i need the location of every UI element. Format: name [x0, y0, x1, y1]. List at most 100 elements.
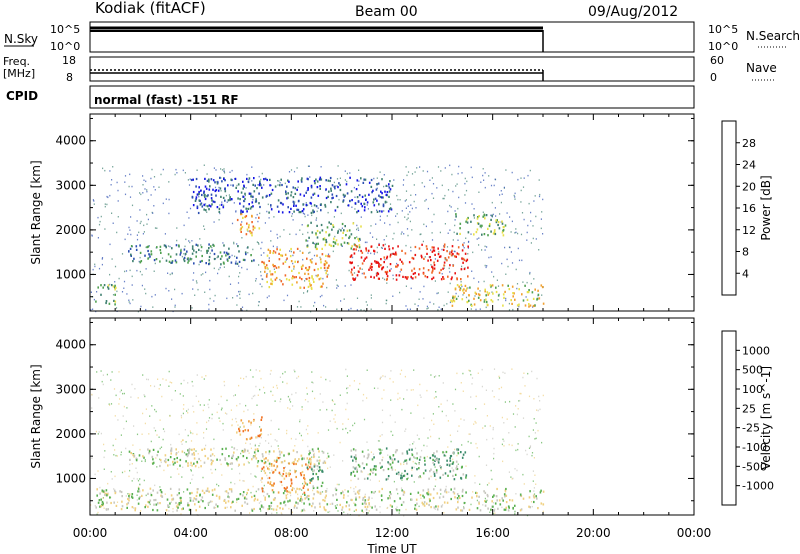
- speckle-cell: [208, 417, 211, 419]
- echo-cell: [318, 450, 320, 453]
- echo-cell: [481, 233, 483, 236]
- speckle-cell: [206, 421, 208, 424]
- speckle-cell: [203, 437, 205, 439]
- echo-cell: [165, 246, 167, 249]
- echo-cell: [255, 198, 257, 201]
- speckle-cell: [299, 419, 301, 421]
- echo-cell: [484, 504, 487, 507]
- speckle-cell: [532, 429, 534, 431]
- echo-cell: [318, 178, 321, 181]
- speckle-cell: [339, 177, 341, 179]
- speckle-cell: [377, 440, 379, 442]
- echo-cell: [237, 497, 240, 500]
- echo-cell: [121, 505, 124, 508]
- speckle-cell: [263, 495, 265, 497]
- speckle-cell: [261, 278, 263, 280]
- speckle-cell: [138, 231, 140, 234]
- echo-cell: [542, 302, 545, 305]
- echo-cell: [314, 244, 317, 247]
- speckle-cell: [311, 205, 313, 207]
- echo-cell: [389, 457, 392, 460]
- echo-cell: [250, 254, 252, 257]
- speckle-cell: [367, 473, 369, 476]
- speckle-cell: [392, 459, 394, 462]
- echo-cell: [449, 457, 451, 460]
- speckle-cell: [516, 283, 519, 285]
- speckle-cell: [190, 440, 193, 442]
- echo-cell: [352, 448, 355, 451]
- echo-cell: [306, 457, 309, 460]
- echo-cell: [266, 492, 269, 496]
- speckle-cell: [270, 206, 272, 208]
- echo-cell: [497, 507, 499, 510]
- echo-cell: [177, 503, 179, 506]
- speckle-cell: [297, 186, 299, 188]
- speckle-cell: [506, 212, 508, 214]
- echo-cell: [403, 474, 406, 477]
- speckle-cell: [143, 179, 145, 181]
- echo-cell: [386, 255, 389, 258]
- echo-cell: [326, 269, 328, 272]
- echo-cell: [262, 506, 265, 509]
- echo-cell: [193, 453, 196, 456]
- speckle-cell: [409, 211, 411, 213]
- echo-cell: [195, 494, 198, 498]
- speckle-cell: [361, 471, 363, 473]
- speckle-cell: [417, 305, 419, 307]
- speckle-cell: [491, 478, 493, 481]
- speckle-cell: [358, 169, 360, 171]
- speckle-cell: [304, 509, 306, 512]
- speckle-cell: [145, 308, 147, 311]
- speckle-cell: [538, 249, 540, 251]
- echo-cell: [394, 451, 397, 454]
- echo-cell: [135, 245, 138, 248]
- speckle-cell: [400, 463, 402, 466]
- speckle-cell: [307, 204, 309, 206]
- echo-cell: [139, 261, 142, 264]
- speckle-cell: [159, 384, 161, 386]
- echo-cell: [432, 470, 435, 474]
- speckle-cell: [392, 238, 394, 240]
- echo-cell: [256, 448, 259, 451]
- echo-cell: [297, 502, 299, 505]
- echo-cell: [157, 502, 159, 505]
- echo-cell: [426, 247, 428, 250]
- speckle-cell: [279, 456, 281, 459]
- echo-cell: [240, 419, 243, 422]
- echo-cell: [341, 237, 344, 240]
- echo-cell: [114, 293, 116, 296]
- speckle-cell: [474, 295, 476, 297]
- echo-cell: [389, 491, 391, 494]
- speckle-cell: [410, 287, 412, 290]
- echo-cell: [460, 466, 463, 469]
- speckle-cell: [420, 476, 422, 479]
- speckle-cell: [519, 399, 521, 402]
- speckle-cell: [352, 248, 354, 251]
- speckle-cell: [327, 253, 330, 255]
- speckle-cell: [350, 284, 352, 286]
- speckle-cell: [123, 392, 125, 395]
- echo-cell: [295, 462, 297, 466]
- speckle-cell: [142, 374, 144, 376]
- echo-cell: [240, 230, 242, 233]
- speckle-cell: [117, 200, 119, 202]
- speckle-cell: [234, 483, 236, 485]
- speckle-cell: [128, 185, 130, 188]
- speckle-cell: [491, 390, 494, 392]
- echo-cell: [246, 210, 248, 213]
- echo-cell: [373, 204, 376, 207]
- speckle-cell: [279, 235, 281, 238]
- y-tick-label: 2000: [55, 427, 86, 441]
- echo-cell: [384, 201, 387, 204]
- echo-cell: [279, 184, 281, 187]
- speckle-cell: [457, 239, 459, 241]
- echo-cell: [290, 260, 293, 263]
- speckle-cell: [241, 306, 244, 308]
- speckle-cell: [142, 412, 144, 415]
- echo-cell: [518, 303, 520, 306]
- echo-cell: [492, 495, 494, 498]
- echo-cell: [160, 491, 163, 494]
- echo-cell: [334, 241, 336, 244]
- speckle-cell: [108, 403, 110, 405]
- speckle-cell: [290, 250, 292, 253]
